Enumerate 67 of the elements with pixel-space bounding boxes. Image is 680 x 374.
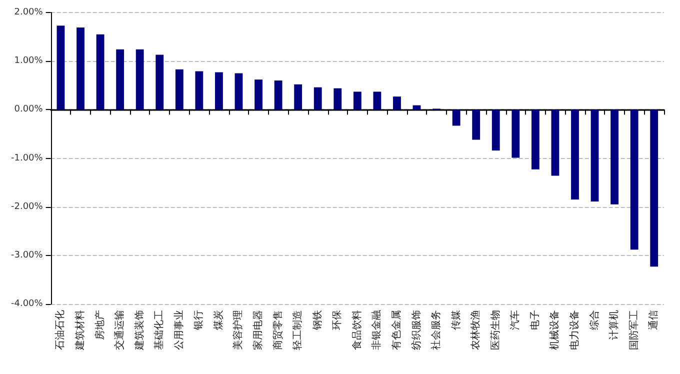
- y-tick-label: -1.00%: [10, 153, 44, 164]
- bar: [353, 92, 362, 110]
- bar: [610, 110, 619, 204]
- bar: [512, 110, 520, 158]
- x-tick-label: 有色金属: [390, 310, 402, 350]
- x-tick-label: 社会服务: [430, 310, 442, 350]
- bar: [571, 110, 579, 200]
- bar: [156, 54, 164, 110]
- bar: [492, 110, 500, 150]
- x-tick-label: 电力设备: [568, 310, 580, 350]
- x-tick-label: 石油石化: [54, 310, 66, 350]
- x-tick-label: 食品饮料: [350, 310, 363, 350]
- bar: [334, 88, 342, 110]
- x-tick-label: 商贸零售: [272, 310, 284, 350]
- x-tick-label: 公用事业: [172, 310, 185, 350]
- bar: [195, 71, 204, 110]
- bar: [452, 110, 460, 126]
- x-tick-label: 环保: [332, 310, 344, 330]
- bar: [630, 110, 638, 250]
- x-tick-label: 农林牧渔: [470, 310, 482, 350]
- bar: [373, 92, 382, 110]
- x-tick-label: 机械设备: [548, 310, 561, 350]
- x-tick-label: 轻工制造: [292, 310, 304, 350]
- x-tick-label: 电子: [528, 310, 541, 330]
- x-tick-label: 钢铁: [311, 310, 324, 331]
- bar: [136, 49, 144, 110]
- bar: [590, 110, 599, 202]
- x-tick-label: 煤炭: [212, 310, 224, 330]
- x-tick-label: 房地产: [94, 310, 106, 340]
- bar: [551, 110, 560, 176]
- y-tick-label: 1.00%: [14, 56, 44, 66]
- bar: [175, 69, 184, 110]
- bar: [215, 72, 223, 110]
- x-tick-label: 建筑装饰: [133, 310, 146, 351]
- bar: [56, 26, 65, 110]
- x-tick-label: 纺织服饰: [410, 310, 422, 350]
- bar: [116, 49, 124, 110]
- x-tick-label: 综合: [588, 310, 600, 330]
- y-tick-label: -2.00%: [10, 202, 44, 212]
- bar: [76, 28, 84, 110]
- y-tick-label: -4.00%: [10, 299, 44, 309]
- bar: [314, 87, 322, 110]
- bar: [274, 80, 282, 110]
- x-tick-label: 汽车: [509, 310, 522, 330]
- bar: [650, 110, 658, 267]
- x-tick-label: 国防军工: [628, 310, 640, 350]
- x-tick-label: 基础化工: [153, 310, 166, 350]
- x-tick-label: 美容护理: [232, 310, 244, 350]
- y-tick-label: 2.00%: [14, 8, 44, 18]
- y-tick-label: -3.00%: [10, 250, 44, 260]
- x-tick-label: 家用电器: [252, 310, 264, 350]
- bar: [393, 96, 401, 110]
- x-tick-label: 银行: [194, 310, 205, 331]
- bar: [294, 84, 302, 110]
- bar: [472, 110, 480, 140]
- x-tick-label: 非银金融: [370, 310, 383, 350]
- x-tick-label: 交通运输: [114, 310, 126, 350]
- bar: [254, 80, 262, 110]
- x-tick-label: 通信: [648, 310, 660, 330]
- x-tick-label: 传媒: [450, 310, 462, 330]
- bar: [234, 73, 243, 110]
- x-tick-label: 医药生物: [489, 310, 502, 350]
- x-tick-label: 计算机: [608, 310, 620, 340]
- bar: [96, 34, 104, 110]
- y-tick-label: 0.00%: [14, 104, 44, 115]
- bar: [531, 110, 540, 170]
- x-tick-label: 建筑材料: [74, 310, 86, 351]
